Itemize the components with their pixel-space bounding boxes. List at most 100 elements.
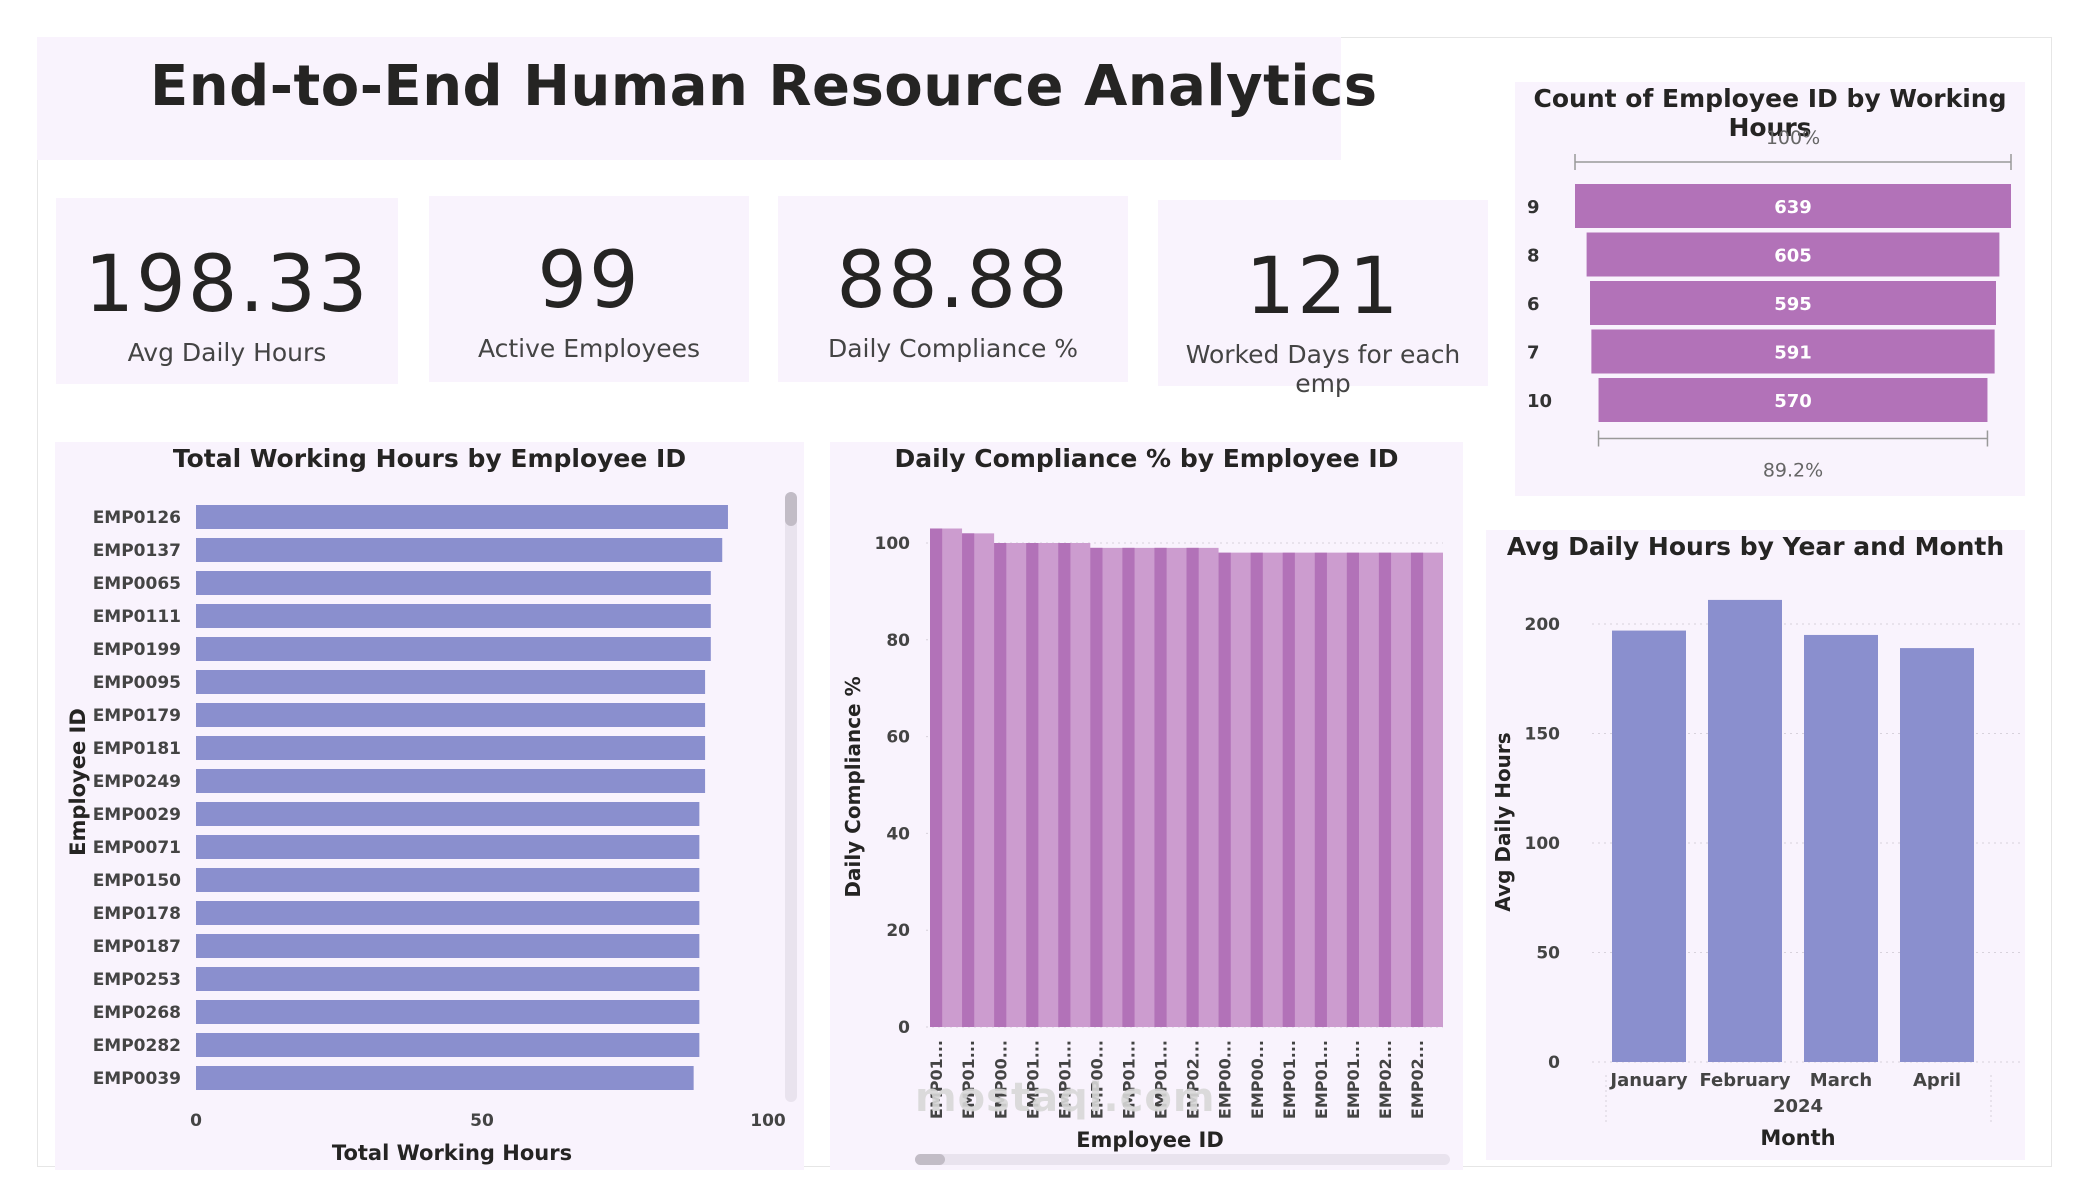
hours-bar: [196, 1033, 700, 1057]
hours-bar: [196, 538, 723, 562]
hours-category-label: EMP0249: [93, 772, 181, 792]
total-hours-chart: EMP0126 EMP0137 EMP0065 EMP0111 EMP0199 EMP00…: [66, 492, 797, 1165]
monthly-y-tick-label: 200: [1525, 615, 1561, 635]
kpi-card-daily-compliance[interactable]: 88.88 Daily Compliance %: [778, 196, 1128, 382]
compliance-x-tick-label: EMP01...: [1120, 1040, 1139, 1119]
hours-bar: [196, 967, 700, 991]
kpi-value: 99: [537, 236, 641, 326]
kpi-label: Active Employees: [477, 334, 701, 363]
funnel-title: Count of Employee ID by Working Hours: [1533, 84, 2007, 142]
compliance-bar: [1250, 552, 1263, 1027]
monthly-x-tick-label: January: [1608, 1070, 1687, 1091]
monthly-bar: [1900, 648, 1974, 1062]
funnel-top-label: 100%: [1766, 127, 1820, 149]
hours-category-label: EMP0178: [93, 904, 181, 924]
hours-category-label: EMP0268: [93, 1003, 181, 1023]
hours-category-label: EMP0071: [93, 838, 181, 858]
compliance-y-tick-label: 80: [886, 631, 910, 651]
compliance-x-tick-label: EMP01...: [1023, 1040, 1042, 1119]
funnel-bar: [1598, 378, 1988, 422]
monthly-x-tick-label: February: [1699, 1070, 1790, 1091]
monthly-y-tick-label: 50: [1536, 944, 1560, 964]
kpi-card-active-employees[interactable]: 99 Active Employees: [429, 196, 749, 382]
watermark-text: mostaql.com: [915, 1075, 1216, 1121]
hours-x-tick-label: 100: [750, 1111, 786, 1131]
compliance-bar: [1378, 552, 1392, 1027]
hours-bar: [196, 604, 711, 628]
page-title: End-to-End Human Resource Analytics: [150, 54, 1378, 119]
compliance-y-tick-label: 0: [898, 1018, 910, 1038]
compliance-bar: [1282, 552, 1295, 1027]
compliance-bar: [1314, 552, 1327, 1027]
compliance-scrollbar-track: [915, 1154, 1450, 1165]
funnel-value-label: 570: [1774, 391, 1812, 412]
funnel-bar: [1586, 232, 2000, 277]
compliance-x-tick-label: EMP01...: [1055, 1040, 1074, 1119]
hours-bar: [196, 1000, 700, 1024]
compliance-bar: [1058, 543, 1071, 1027]
funnel-category-label: 6: [1527, 294, 1540, 315]
hours-bar: [196, 571, 711, 595]
hours-category-label: EMP0095: [93, 673, 181, 693]
compliance-x-axis-title: Employee ID: [1076, 1128, 1224, 1152]
monthly-chart: 0 50 100 150 200 January February March April 202…: [1491, 599, 2021, 1150]
total-hours-panel[interactable]: Total Working Hours by Employee ID EMP01…: [55, 442, 804, 1170]
compliance-x-tick-label: EMP02...: [1376, 1040, 1395, 1119]
compliance-bar: [1218, 552, 1231, 1027]
compliance-bar: [1154, 547, 1167, 1027]
kpi-value: 88.88: [836, 236, 1070, 326]
funnel-bar: [1591, 329, 1995, 374]
compliance-x-tick-label: EMP01...: [1280, 1040, 1299, 1119]
total-hours-title: Total Working Hours by Employee ID: [172, 444, 687, 473]
funnel-chart: 100% 639 9 605 8 595 6 591 7 570 10 89.2%: [1527, 127, 2012, 482]
funnel-bottom-label: 89.2%: [1763, 460, 1823, 482]
monthly-bar: [1804, 634, 1878, 1062]
hours-bar: [196, 868, 700, 892]
hours-category-label: EMP0126: [93, 508, 181, 528]
hours-bar: [196, 1066, 694, 1090]
monthly-year-label: 2024: [1773, 1096, 1823, 1117]
compliance-chart: 0 20 40 60 80 100 EMP01... EMP01... EMP00... EMP0…: [841, 528, 1450, 1165]
hours-x-tick-label: 50: [470, 1111, 494, 1131]
compliance-panel[interactable]: Daily Compliance % by Employee ID 0 20 40 6…: [830, 442, 1463, 1170]
hours-category-label: EMP0039: [93, 1069, 181, 1089]
hours-bar: [196, 703, 706, 727]
hours-category-label: EMP0029: [93, 805, 181, 825]
kpi-label: Worked Days for each emp: [1185, 340, 1461, 398]
kpi-card-worked-days[interactable]: 121 Worked Days for each emp: [1158, 200, 1488, 398]
compliance-x-tick-label: EMP00...: [1087, 1040, 1106, 1119]
monthly-x-tick-label: March: [1810, 1070, 1872, 1091]
kpi-card-avg-daily-hours[interactable]: 198.33 Avg Daily Hours: [56, 198, 398, 384]
kpi-label: Daily Compliance %: [827, 334, 1079, 363]
compliance-x-tick-label: EMP01...: [1344, 1040, 1363, 1119]
compliance-x-tick-label: EMP01...: [1312, 1040, 1331, 1119]
compliance-bar: [1026, 543, 1039, 1027]
hours-category-label: EMP0187: [93, 937, 181, 957]
compliance-bar: [1186, 547, 1199, 1027]
funnel-bar: [1590, 281, 1996, 325]
monthly-y-axis-title: Avg Daily Hours: [1491, 732, 1515, 911]
compliance-x-tick-label: EMP00...: [991, 1040, 1010, 1119]
compliance-y-tick-label: 20: [886, 921, 910, 941]
compliance-y-axis-title: Daily Compliance %: [841, 676, 865, 897]
funnel-panel[interactable]: Count of Employee ID by Working Hours 10…: [1515, 82, 2025, 496]
compliance-bar: [962, 533, 975, 1027]
compliance-x-tick-label: EMP02...: [1408, 1040, 1427, 1119]
hours-bar: [196, 934, 700, 958]
hours-category-label: EMP0199: [93, 640, 181, 660]
monthly-y-tick-label: 150: [1525, 725, 1561, 745]
funnel-category-label: 7: [1527, 343, 1540, 364]
monthly-panel[interactable]: Avg Daily Hours by Year and Month 0 50 100…: [1486, 530, 2025, 1160]
hours-bar: [196, 670, 706, 694]
kpi-value: 121: [1245, 242, 1401, 332]
hours-category-label: EMP0137: [93, 541, 181, 561]
hours-scrollbar-track: [785, 492, 797, 1102]
monthly-y-tick-label: 0: [1548, 1053, 1560, 1073]
hours-bar: [196, 901, 700, 925]
compliance-scrollbar-thumb: [915, 1154, 945, 1165]
compliance-bar: [1410, 552, 1424, 1027]
funnel-value-label: 639: [1774, 197, 1812, 218]
compliance-y-tick-label: 60: [886, 728, 910, 748]
funnel-bar: [1575, 184, 2011, 228]
hours-bar: [196, 802, 700, 826]
